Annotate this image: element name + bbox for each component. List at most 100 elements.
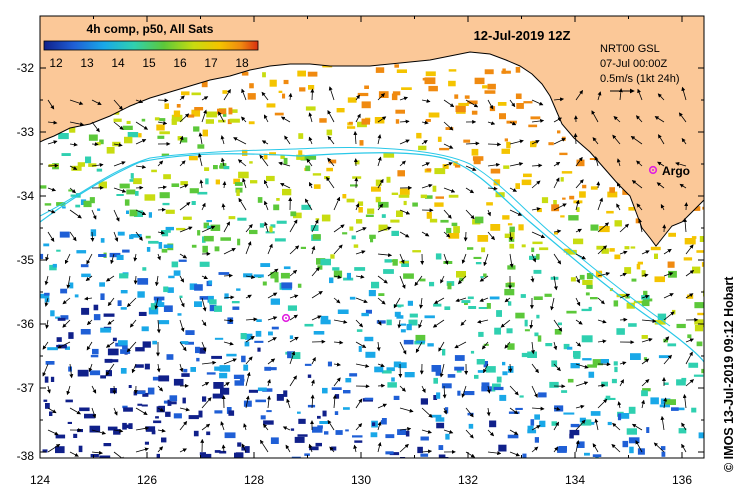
sst-pixel xyxy=(100,375,106,379)
sst-pixel xyxy=(441,383,452,389)
sst-pixel xyxy=(159,118,166,122)
colorbar-tick-17: 17 xyxy=(204,56,218,70)
sst-pixel xyxy=(688,362,699,368)
current-vector xyxy=(553,406,561,411)
current-vector xyxy=(42,363,49,377)
sst-pixel xyxy=(219,450,227,454)
sst-pixel xyxy=(270,298,280,305)
sst-pixel xyxy=(155,416,159,419)
current-vector xyxy=(157,385,164,392)
sst-pixel xyxy=(273,204,280,211)
sst-pixel xyxy=(144,194,156,201)
sst-pixel xyxy=(549,381,559,388)
current-vector xyxy=(641,250,650,255)
sst-pixel xyxy=(135,364,144,368)
current-vector xyxy=(553,319,563,332)
sst-pixel xyxy=(364,85,369,89)
sst-pixel xyxy=(198,410,203,418)
current-vector xyxy=(47,407,57,414)
sst-pixel xyxy=(250,180,258,184)
sst-pixel xyxy=(498,444,507,452)
current-vector xyxy=(223,221,230,233)
current-vector xyxy=(157,207,166,212)
sst-pixel xyxy=(628,207,637,211)
current-vector xyxy=(591,110,599,123)
sst-pixel xyxy=(478,331,484,337)
current-vector xyxy=(157,428,166,433)
sst-pixel xyxy=(68,332,74,339)
sst-pixel xyxy=(438,454,446,458)
sst-pixel xyxy=(210,224,221,231)
sst-pixel xyxy=(176,227,186,231)
current-vector xyxy=(635,115,643,123)
sst-pixel xyxy=(387,382,397,388)
sst-pixel xyxy=(448,80,456,87)
sst-pixel xyxy=(103,313,115,317)
sst-pixel xyxy=(93,304,99,311)
current-vector xyxy=(131,363,137,374)
sst-pixel xyxy=(234,182,243,186)
sst-pixel xyxy=(576,207,580,212)
sst-pixel xyxy=(372,422,376,426)
current-vector xyxy=(201,96,209,101)
sst-pixel xyxy=(516,103,524,109)
sst-pixel xyxy=(237,442,242,447)
current-vector xyxy=(685,379,695,387)
current-vector xyxy=(553,203,567,211)
sst-pixel xyxy=(349,296,356,300)
current-vector xyxy=(553,363,561,372)
sst-pixel xyxy=(671,407,679,411)
current-vector xyxy=(663,311,675,321)
sst-pixel xyxy=(173,413,182,419)
sst-pixel xyxy=(527,351,537,358)
colorbar-tick-12: 12 xyxy=(49,56,63,70)
current-vector xyxy=(355,227,367,233)
sst-pixel xyxy=(177,313,182,316)
sst-pixel xyxy=(573,351,581,358)
current-vector xyxy=(222,181,227,189)
sst-pixel xyxy=(283,390,288,397)
current-vector xyxy=(377,156,382,167)
sst-pixel xyxy=(442,164,449,169)
sst-pixel xyxy=(154,302,165,307)
sst-pixel xyxy=(283,79,289,85)
sst-pixel xyxy=(667,343,677,347)
current-vector xyxy=(105,341,115,348)
sst-pixel xyxy=(451,222,458,227)
sst-pixel xyxy=(346,272,351,280)
current-vector xyxy=(483,253,489,267)
sst-pixel xyxy=(312,173,322,176)
current-vector xyxy=(399,385,406,392)
sst-pixel xyxy=(444,306,451,310)
sst-pixel xyxy=(534,437,539,443)
sst-pixel xyxy=(590,411,601,416)
sst-pixel xyxy=(248,121,255,125)
sst-pixel xyxy=(599,226,610,233)
sst-pixel xyxy=(257,197,263,203)
current-vector xyxy=(241,116,247,123)
sst-pixel xyxy=(481,247,486,253)
sst-pixel xyxy=(491,387,496,392)
sst-pixel xyxy=(347,126,356,129)
current-vector xyxy=(311,291,323,299)
sst-pixel xyxy=(416,132,422,139)
sst-pixel xyxy=(562,197,566,200)
sst-pixel xyxy=(120,290,128,294)
sst-pixel xyxy=(439,147,450,151)
sst-pixel xyxy=(503,165,510,169)
sst-pixel xyxy=(701,262,704,267)
sst-pixel xyxy=(276,394,284,401)
sst-pixel xyxy=(205,119,214,124)
current-vector xyxy=(465,451,476,458)
sst-pixel xyxy=(107,426,118,431)
current-vector xyxy=(663,272,674,277)
sst-pixel xyxy=(191,109,201,117)
sst-pixel xyxy=(463,391,475,396)
sst-pixel xyxy=(429,218,438,223)
current-vector xyxy=(289,245,300,255)
sst-pixel xyxy=(240,333,247,340)
sst-pixel xyxy=(60,315,69,320)
sst-pixel xyxy=(158,242,163,249)
current-vector xyxy=(261,91,269,101)
sst-pixel xyxy=(184,341,194,345)
